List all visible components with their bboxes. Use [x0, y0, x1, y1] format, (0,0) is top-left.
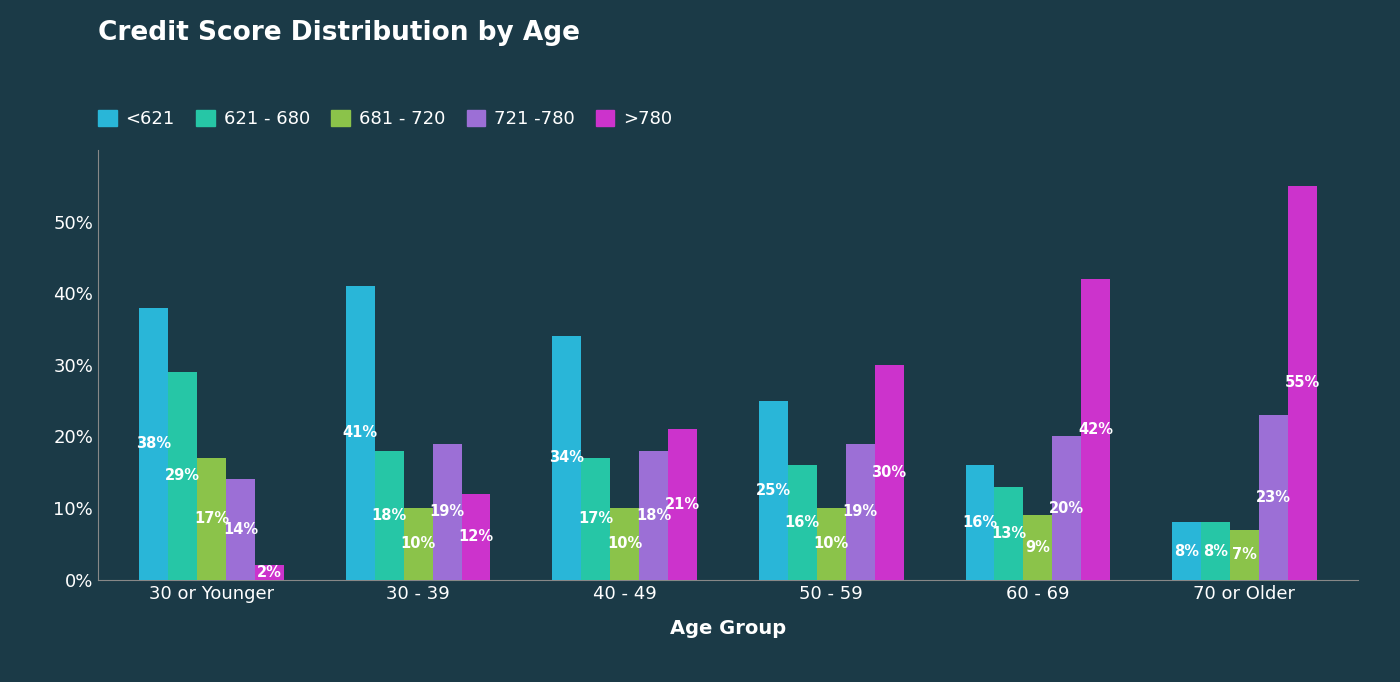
Text: 19%: 19%	[843, 504, 878, 519]
Bar	[375, 451, 403, 580]
Text: 10%: 10%	[400, 537, 435, 551]
Text: 19%: 19%	[430, 504, 465, 519]
Bar	[759, 400, 788, 580]
Text: 16%: 16%	[785, 515, 820, 530]
Bar	[197, 458, 225, 580]
Bar	[553, 336, 581, 580]
Bar	[668, 430, 697, 580]
Bar	[168, 372, 197, 580]
Text: 12%: 12%	[458, 529, 494, 544]
Text: 8%: 8%	[1175, 544, 1198, 559]
Text: 13%: 13%	[991, 526, 1026, 541]
Text: 18%: 18%	[371, 508, 407, 522]
Bar	[846, 443, 875, 580]
Bar	[640, 451, 668, 580]
Bar	[581, 458, 610, 580]
Text: 9%: 9%	[1025, 540, 1050, 555]
Bar	[1259, 415, 1288, 580]
Bar	[1288, 186, 1316, 580]
Text: 25%: 25%	[756, 483, 791, 498]
Text: 17%: 17%	[578, 512, 613, 527]
Bar	[1081, 279, 1110, 580]
Bar	[1023, 516, 1053, 580]
Text: 20%: 20%	[1049, 501, 1085, 516]
Text: 55%: 55%	[1285, 375, 1320, 390]
Text: 2%: 2%	[258, 565, 281, 580]
Text: 8%: 8%	[1203, 544, 1228, 559]
Bar	[788, 465, 816, 580]
Text: 23%: 23%	[1256, 490, 1291, 505]
Bar	[433, 443, 462, 580]
Text: 29%: 29%	[165, 469, 200, 484]
Text: 38%: 38%	[136, 436, 171, 451]
Bar	[1201, 522, 1231, 580]
Bar	[994, 487, 1023, 580]
Bar	[1231, 529, 1259, 580]
Text: 7%: 7%	[1232, 547, 1257, 562]
Bar	[816, 508, 846, 580]
Bar	[346, 286, 375, 580]
Text: 14%: 14%	[223, 522, 258, 537]
Bar	[1053, 436, 1081, 580]
Text: 10%: 10%	[813, 537, 848, 551]
Bar	[462, 494, 490, 580]
Text: 30%: 30%	[872, 465, 907, 479]
Bar	[610, 508, 640, 580]
Text: 42%: 42%	[1078, 422, 1113, 436]
Legend: <621, 621 - 680, 681 - 720, 721 -780, >780: <621, 621 - 680, 681 - 720, 721 -780, >7…	[92, 104, 678, 134]
Text: 10%: 10%	[608, 537, 643, 551]
Text: 17%: 17%	[195, 512, 230, 527]
Bar	[875, 365, 903, 580]
Text: 18%: 18%	[636, 508, 671, 522]
Bar	[225, 479, 255, 580]
Bar	[403, 508, 433, 580]
Text: 16%: 16%	[962, 515, 998, 530]
Bar	[966, 465, 994, 580]
Bar	[1172, 522, 1201, 580]
Text: 41%: 41%	[343, 426, 378, 441]
X-axis label: Age Group: Age Group	[671, 619, 785, 638]
Bar	[140, 308, 168, 580]
Bar	[255, 565, 284, 580]
Text: Credit Score Distribution by Age: Credit Score Distribution by Age	[98, 20, 580, 46]
Text: 21%: 21%	[665, 497, 700, 512]
Text: 34%: 34%	[549, 451, 584, 465]
